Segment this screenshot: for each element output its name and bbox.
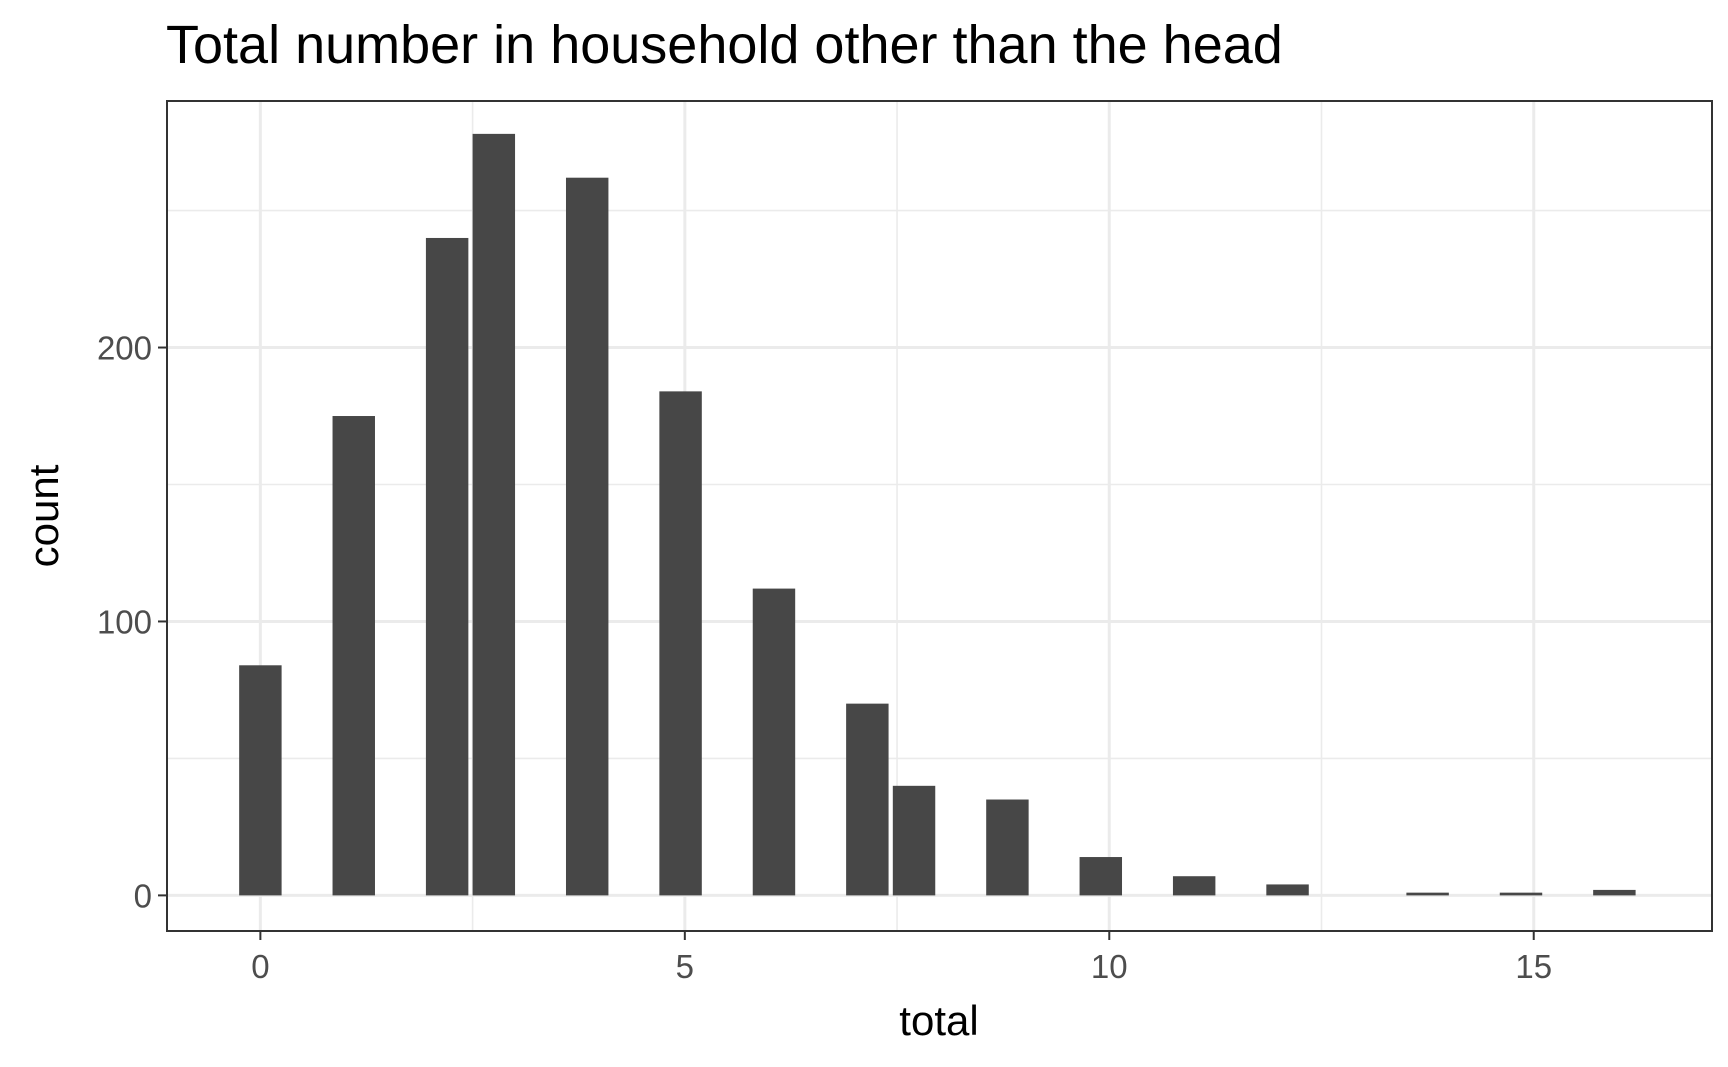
axis-ticks: 0 5 10 15 0 100 200 xyxy=(97,330,1552,985)
histogram-bar xyxy=(1406,892,1449,896)
y-tick-label: 100 xyxy=(97,603,152,640)
x-tick-label: 15 xyxy=(1515,948,1552,985)
histogram-bar xyxy=(986,799,1029,896)
x-tick-label: 0 xyxy=(251,948,269,985)
histogram-bar xyxy=(1172,876,1216,896)
x-tick-label: 5 xyxy=(676,948,694,985)
y-axis-title: count xyxy=(20,464,67,567)
histogram-bar xyxy=(892,785,936,896)
histogram-bar xyxy=(239,665,282,896)
histogram-bar xyxy=(1079,857,1123,896)
chart-title: Total number in household other than the… xyxy=(166,15,1283,75)
histogram-bar xyxy=(1499,892,1543,896)
histogram-bar xyxy=(1593,889,1636,896)
histogram-bar xyxy=(1266,884,1309,896)
y-tick-label: 0 xyxy=(134,877,152,914)
histogram-bar xyxy=(752,588,796,896)
histogram-bar xyxy=(332,416,375,896)
panel-border xyxy=(166,100,1713,932)
histogram-bar xyxy=(659,391,702,896)
histogram-bar xyxy=(472,133,516,896)
histogram-bar xyxy=(425,237,469,896)
histogram-bar xyxy=(846,703,889,896)
grid-lines xyxy=(167,101,1712,931)
histogram-bar xyxy=(565,177,609,896)
x-axis-title: total xyxy=(899,997,978,1044)
x-tick-label: 10 xyxy=(1091,948,1128,985)
bars xyxy=(239,133,1636,896)
y-tick-label: 200 xyxy=(97,330,152,367)
